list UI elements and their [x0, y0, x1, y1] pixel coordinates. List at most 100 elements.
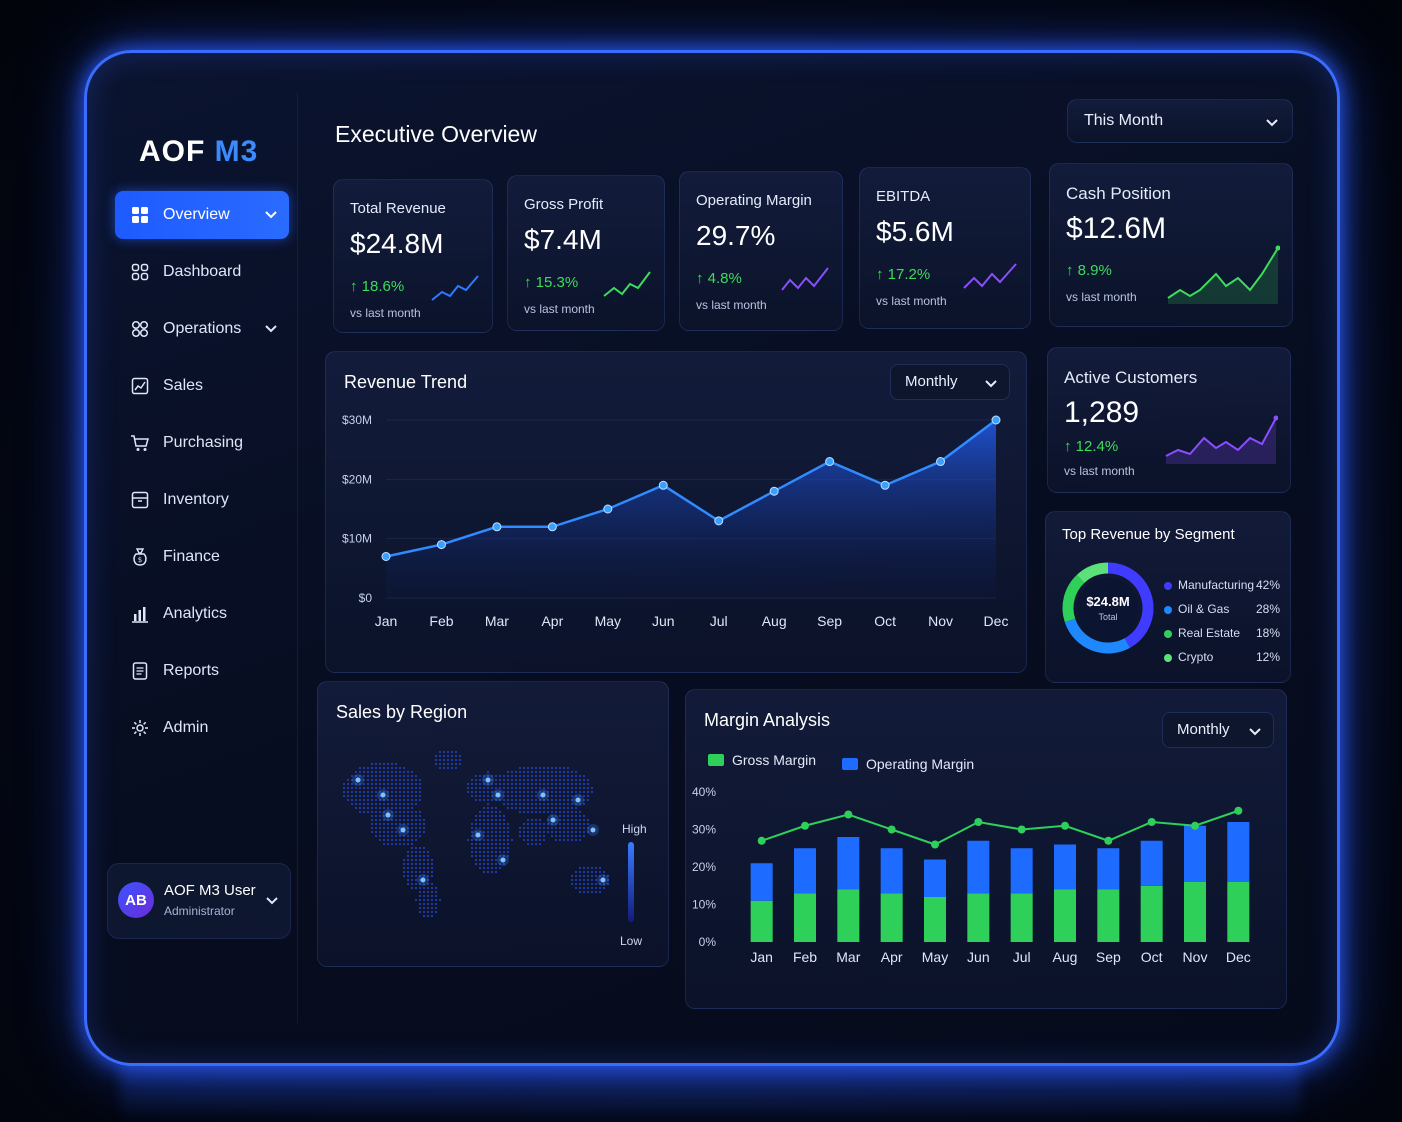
revenue-point[interactable] — [769, 486, 779, 496]
map-dot — [550, 798, 554, 802]
revenue-point[interactable] — [991, 415, 1001, 425]
gross-margin-bar[interactable] — [1227, 882, 1250, 942]
operating-margin-bar[interactable] — [880, 848, 903, 894]
kpi-card-ebitda[interactable]: EBITDA $5.6M ↑ 17.2% vs last month — [859, 167, 1031, 329]
map-dot — [410, 838, 414, 842]
map-hotspot[interactable] — [420, 877, 426, 883]
sidebar-item-finance[interactable]: $ Finance — [115, 533, 289, 581]
margin-trend-point[interactable] — [844, 810, 853, 819]
map-dot — [510, 790, 514, 794]
operating-margin-bar[interactable] — [967, 840, 990, 894]
map-dot — [530, 810, 534, 814]
margin-period-select[interactable]: Monthly — [1162, 712, 1274, 748]
operating-margin-bar[interactable] — [750, 863, 773, 901]
sidebar-item-analytics[interactable]: Analytics — [115, 590, 289, 638]
operating-margin-bar[interactable] — [1010, 848, 1033, 894]
donut-slice[interactable] — [1076, 562, 1109, 584]
revenue-point[interactable] — [658, 480, 668, 490]
operating-margin-bar[interactable] — [924, 859, 946, 898]
map-dot — [342, 782, 346, 786]
map-dot — [498, 798, 502, 802]
margin-trend-point[interactable] — [887, 825, 896, 834]
gross-margin-bar[interactable] — [794, 893, 816, 942]
revenue-point[interactable] — [714, 516, 724, 526]
kpi-change: ↑ 15.3% — [524, 274, 579, 291]
map-hotspot[interactable] — [540, 792, 546, 798]
map-dot — [386, 774, 390, 778]
operating-margin-bar[interactable] — [1054, 844, 1076, 890]
kpi-card-total-revenue[interactable]: Total Revenue $24.8M ↑ 18.6% vs last mon… — [333, 179, 493, 333]
sidebar-item-operations[interactable]: Operations — [115, 305, 289, 353]
map-hotspot[interactable] — [380, 792, 386, 798]
gross-margin-bar[interactable] — [924, 897, 946, 942]
gross-margin-bar[interactable] — [967, 893, 990, 942]
map-hotspot[interactable] — [550, 817, 556, 823]
gross-margin-bar[interactable] — [1054, 889, 1076, 943]
sidebar-item-purchasing[interactable]: Purchasing — [115, 419, 289, 467]
map-hotspot[interactable] — [355, 777, 361, 783]
gross-margin-bar[interactable] — [837, 889, 860, 943]
map-dot — [522, 774, 526, 778]
gross-margin-bar[interactable] — [1140, 885, 1163, 942]
operating-margin-bar[interactable] — [1097, 848, 1120, 890]
kpi-card-operating-margin[interactable]: Operating Margin 29.7% ↑ 4.8% vs last mo… — [679, 171, 843, 331]
revenue-point[interactable] — [381, 551, 391, 561]
operating-margin-bar[interactable] — [837, 837, 860, 890]
sidebar-item-admin[interactable]: Admin — [115, 704, 289, 752]
gross-margin-bar[interactable] — [1097, 889, 1120, 943]
margin-trend-point[interactable] — [974, 818, 983, 826]
margin-trend-point[interactable] — [757, 836, 766, 845]
margin-trend-point[interactable] — [1017, 825, 1026, 834]
map-hotspot[interactable] — [495, 792, 501, 798]
map-hotspot[interactable] — [400, 827, 406, 833]
map-dot — [394, 762, 398, 766]
map-dot — [430, 858, 434, 862]
revenue-point[interactable] — [936, 457, 946, 467]
margin-trend-point[interactable] — [1104, 836, 1113, 845]
donut-slice[interactable] — [1062, 574, 1085, 623]
revenue-point[interactable] — [547, 522, 557, 532]
sidebar-item-reports[interactable]: Reports — [115, 647, 289, 695]
map-hotspot[interactable] — [475, 832, 481, 838]
sidebar-item-dashboard[interactable]: Dashboard — [115, 248, 289, 296]
sidebar-item-overview[interactable]: Overview — [115, 191, 289, 239]
kpi-card-active-customers[interactable]: Active Customers 1,289 ↑ 12.4% vs last m… — [1047, 347, 1291, 493]
map-dot — [422, 902, 426, 906]
kpi-card-gross-profit[interactable]: Gross Profit $7.4M ↑ 15.3% vs last month — [507, 175, 665, 331]
revenue-point[interactable] — [603, 504, 613, 514]
kpi-card-cash-position[interactable]: Cash Position $12.6M ↑ 8.9% vs last mont… — [1049, 163, 1293, 327]
map-hotspot[interactable] — [500, 857, 506, 863]
margin-trend-point[interactable] — [801, 821, 809, 830]
margin-trend-point[interactable] — [1234, 806, 1243, 815]
revenue-period-select[interactable]: Monthly — [890, 364, 1010, 400]
map-hotspot[interactable] — [590, 827, 596, 833]
map-hotspot[interactable] — [575, 797, 581, 803]
revenue-point[interactable] — [492, 522, 502, 532]
revenue-point[interactable] — [436, 540, 446, 550]
donut-slice[interactable] — [1107, 562, 1154, 648]
margin-trend-point[interactable] — [931, 840, 939, 849]
sidebar-item-inventory[interactable]: Inventory — [115, 476, 289, 524]
map-dot — [358, 806, 362, 810]
operating-margin-bar[interactable] — [1184, 825, 1206, 882]
operating-margin-bar[interactable] — [1227, 822, 1250, 882]
operating-margin-bar[interactable] — [1140, 840, 1163, 886]
margin-trend-point[interactable] — [1147, 818, 1156, 826]
map-hotspot[interactable] — [600, 877, 606, 883]
margin-trend-point[interactable] — [1191, 821, 1199, 830]
operating-margin-bar[interactable] — [794, 848, 816, 894]
revenue-point[interactable] — [880, 480, 890, 490]
margin-trend-point[interactable] — [1061, 821, 1069, 830]
user-profile-menu[interactable]: AB AOF M3 User Administrator — [107, 863, 291, 939]
map-hotspot[interactable] — [485, 777, 491, 783]
period-select[interactable]: This Month — [1067, 99, 1293, 143]
gross-margin-bar[interactable] — [750, 900, 773, 942]
donut-slice[interactable] — [1064, 618, 1130, 654]
sidebar-item-sales[interactable]: Sales — [115, 362, 289, 410]
map-dot — [394, 814, 398, 818]
gross-margin-bar[interactable] — [1010, 893, 1033, 942]
map-hotspot[interactable] — [385, 812, 391, 818]
gross-margin-bar[interactable] — [880, 893, 903, 942]
revenue-point[interactable] — [825, 457, 835, 467]
gross-margin-bar[interactable] — [1184, 882, 1206, 942]
